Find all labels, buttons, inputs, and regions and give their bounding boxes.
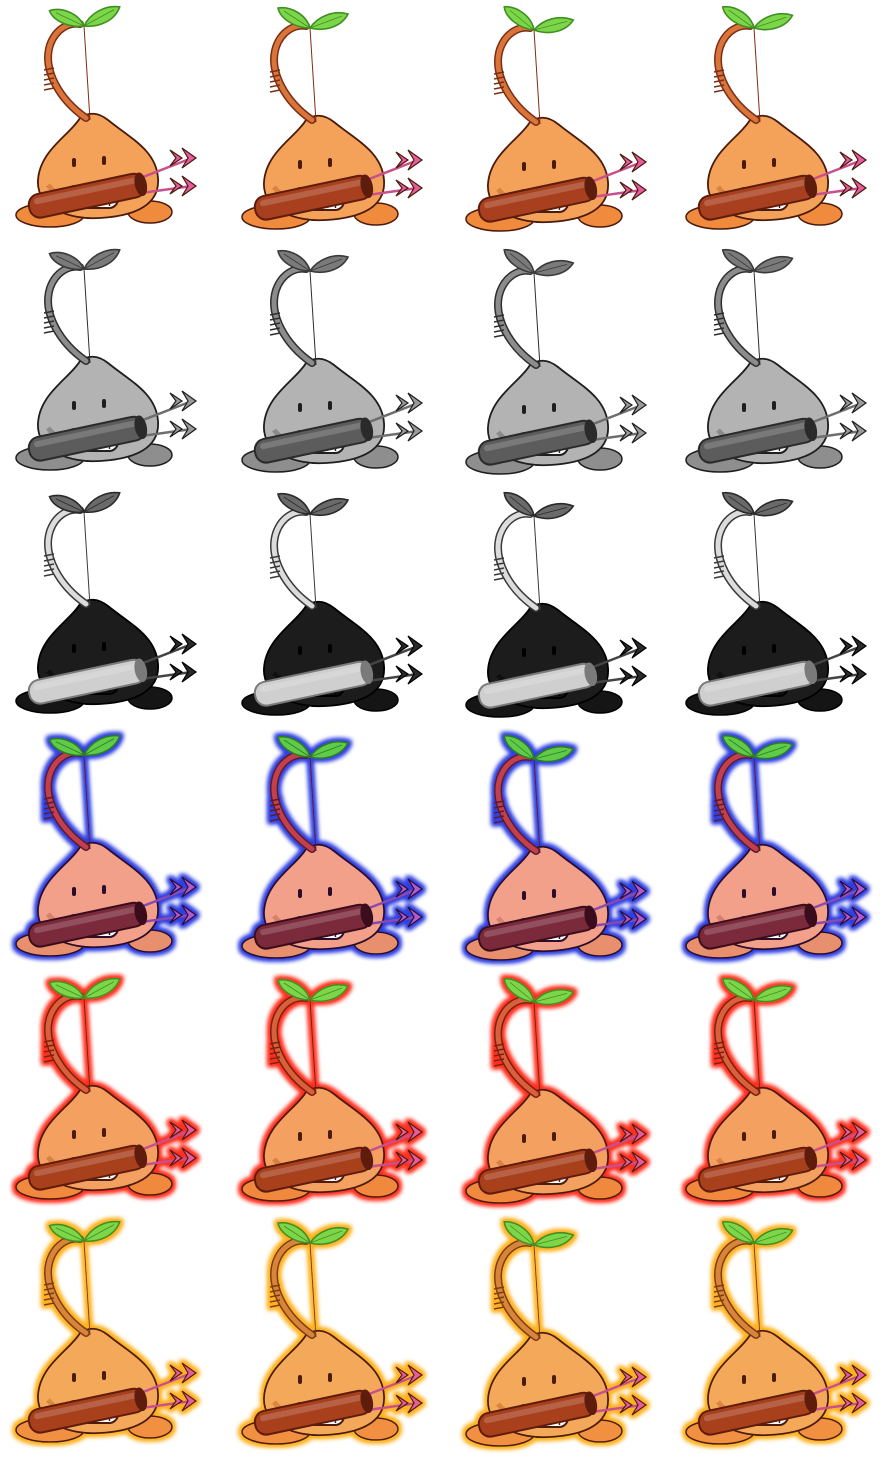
sprite-image [241, 1221, 424, 1445]
sprite-image [465, 1220, 648, 1447]
sprite-frame-idle-1 [0, 243, 222, 486]
sprite-row-normal [0, 0, 888, 243]
sprite-image [465, 5, 648, 232]
sprite-image [241, 492, 424, 716]
sprite-image [685, 1220, 868, 1445]
sprite-frame-idle-2 [222, 972, 444, 1215]
sprite-frame-idle-2 [222, 729, 444, 972]
seed-archer-sprite [685, 977, 868, 1202]
seed-archer-sprite [15, 977, 198, 1200]
sprite-frame-idle-1 [0, 0, 222, 243]
seed-archer-sprite [685, 248, 868, 473]
sprite-frame-idle-4 [666, 243, 888, 486]
sprite-frame-idle-1 [0, 729, 222, 972]
sprite-frame-idle-1 [0, 486, 222, 729]
sprite-frame-idle-3 [444, 972, 666, 1215]
sprite-row-blue-glow [0, 729, 888, 972]
seed-archer-sprite [465, 734, 648, 961]
seed-archer-sprite [685, 5, 868, 230]
seed-archer-sprite [685, 734, 868, 959]
sprite-image [241, 735, 424, 959]
seed-archer-sprite [15, 1220, 198, 1443]
seed-archer-sprite [241, 6, 424, 230]
sprite-image [685, 977, 868, 1202]
sprite-image [685, 491, 868, 716]
sprite-image [685, 5, 868, 230]
seed-archer-sprite [465, 977, 648, 1204]
sprite-row-grayscale [0, 243, 888, 486]
seed-archer-sprite [685, 491, 868, 716]
seed-archer-sprite [15, 248, 198, 471]
sprite-frame-idle-4 [666, 1215, 888, 1458]
sprite-image [465, 977, 648, 1204]
sprite-image [465, 491, 648, 718]
sprite-frame-idle-2 [222, 0, 444, 243]
sprite-image [685, 248, 868, 473]
sprite-image [241, 249, 424, 473]
seed-archer-sprite [15, 5, 198, 228]
sprite-image [15, 734, 198, 957]
seed-archer-sprite [15, 491, 198, 714]
sprite-frame-idle-1 [0, 972, 222, 1215]
sprite-image [241, 978, 424, 1202]
sprite-frame-idle-4 [666, 486, 888, 729]
sprite-image [15, 248, 198, 471]
sprite-frame-idle-2 [222, 486, 444, 729]
sprite-frame-idle-1 [0, 1215, 222, 1458]
seed-archer-sprite [241, 492, 424, 716]
sprite-frame-idle-3 [444, 486, 666, 729]
sprite-image [15, 977, 198, 1200]
seed-archer-sprite [465, 248, 648, 475]
sprite-frame-idle-4 [666, 972, 888, 1215]
sprite-row-inverted-silhouette [0, 486, 888, 729]
sprite-frame-idle-2 [222, 1215, 444, 1458]
seed-archer-sprite [465, 1220, 648, 1447]
sprite-frame-idle-3 [444, 243, 666, 486]
seed-archer-sprite [241, 249, 424, 473]
seed-archer-sprite [241, 1221, 424, 1445]
sprite-frame-idle-4 [666, 729, 888, 972]
sprite-frame-idle-4 [666, 0, 888, 243]
sprite-row-red-glow [0, 972, 888, 1215]
seed-archer-sprite [465, 5, 648, 232]
seed-archer-sprite [241, 735, 424, 959]
sprite-frame-idle-2 [222, 243, 444, 486]
sprite-frame-idle-3 [444, 0, 666, 243]
sprite-image [465, 248, 648, 475]
sprite-image [465, 734, 648, 961]
sprite-image [15, 1220, 198, 1443]
seed-archer-sprite [685, 1220, 868, 1445]
seed-archer-sprite [465, 491, 648, 718]
sprite-row-gold-glow [0, 1215, 888, 1458]
seed-archer-sprite [15, 734, 198, 957]
sprite-image [15, 5, 198, 228]
sprite-image [15, 491, 198, 714]
seed-archer-sprite [241, 978, 424, 1202]
sprite-frame-idle-3 [444, 729, 666, 972]
sprite-image [685, 734, 868, 959]
sprite-frame-idle-3 [444, 1215, 666, 1458]
sprite-image [241, 6, 424, 230]
